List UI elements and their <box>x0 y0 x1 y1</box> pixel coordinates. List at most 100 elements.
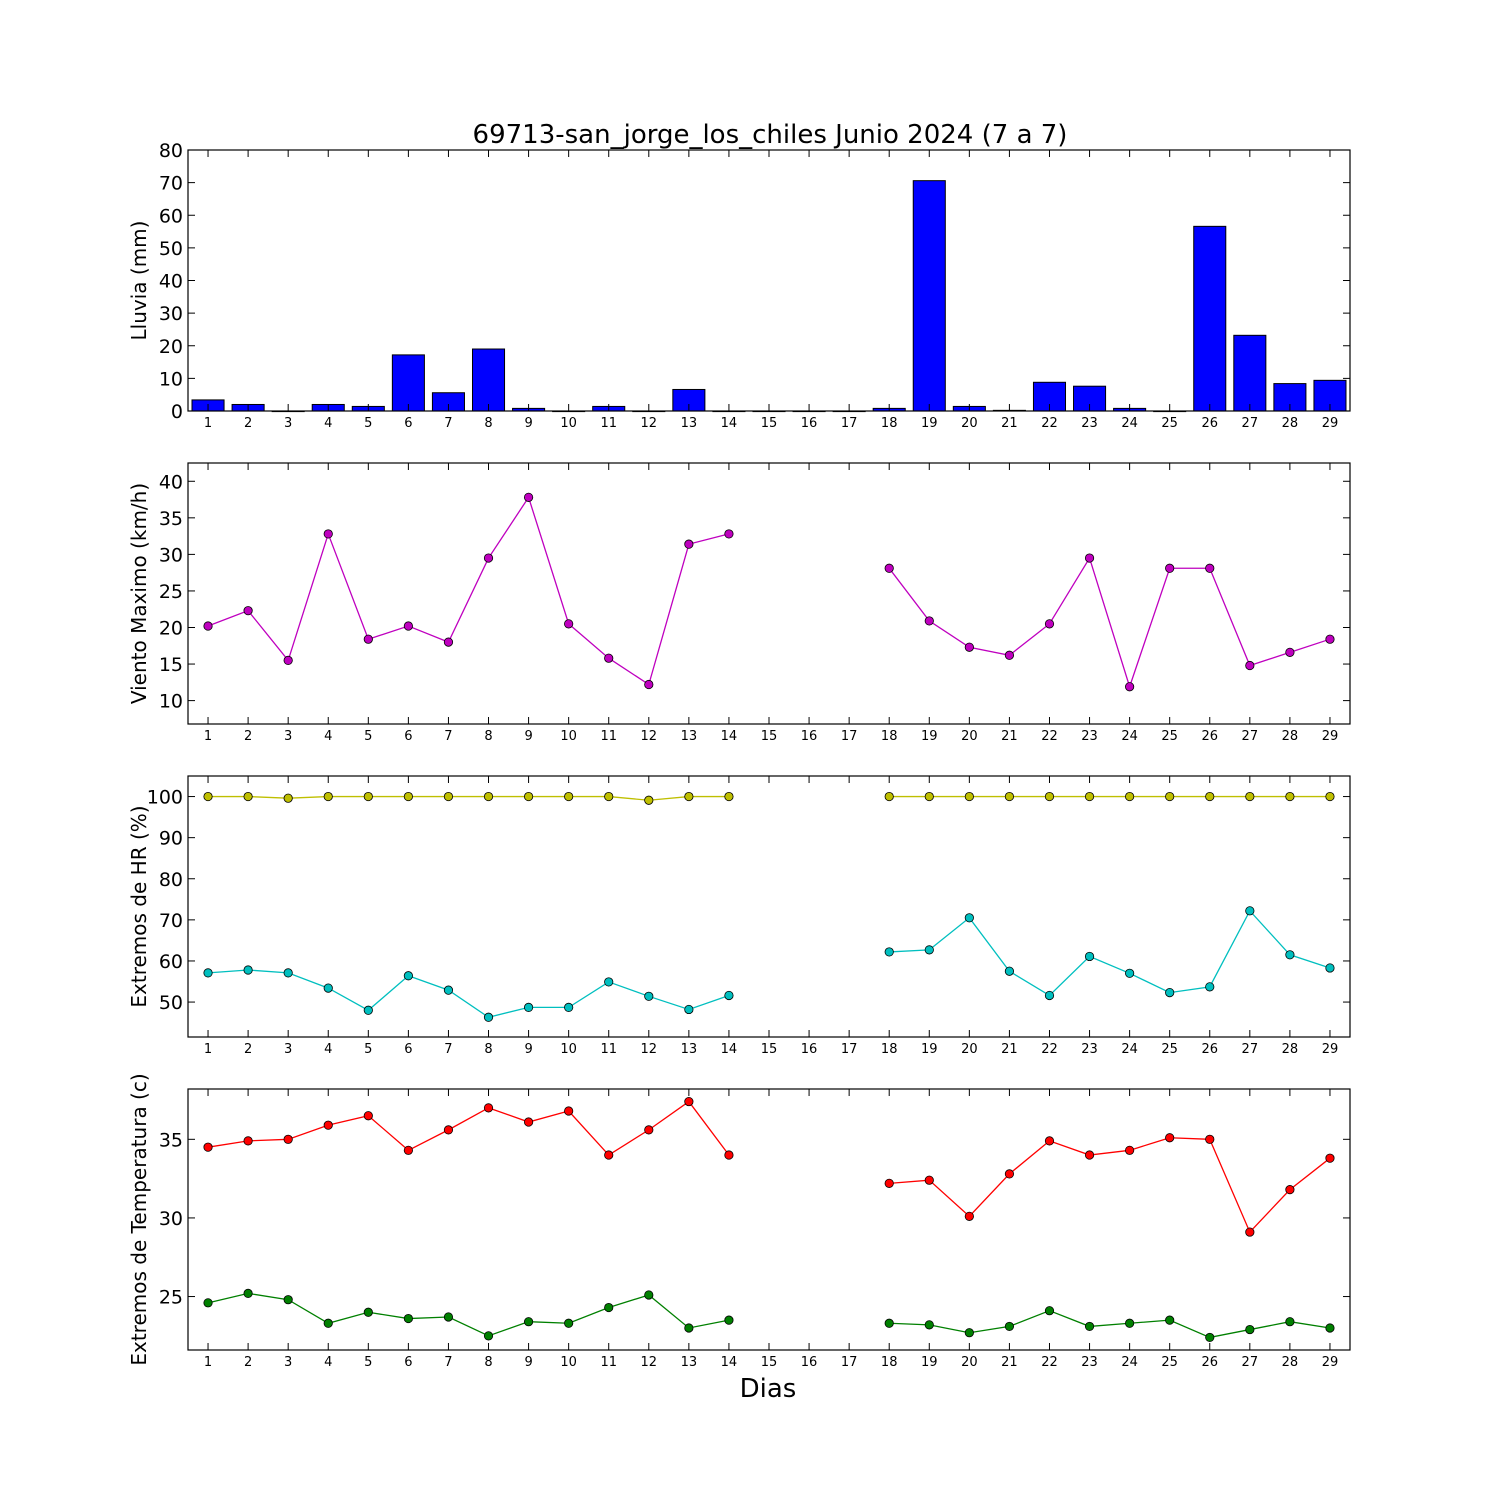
y-tick-label: 100 <box>147 787 183 809</box>
x-tick-label: 1 <box>204 416 212 431</box>
series-1-point-day-4 <box>323 791 333 802</box>
x-tick-label: 2 <box>244 416 252 431</box>
bar-day-6 <box>391 354 425 412</box>
series-2-line-segment-1 <box>207 1292 730 1337</box>
x-tick-label: 22 <box>1041 416 1058 431</box>
series-1-point-day-27 <box>1245 1227 1255 1237</box>
x-tick-label: 16 <box>801 1042 818 1057</box>
series-2-point-day-14 <box>724 990 734 1001</box>
series-1-point-day-6 <box>403 621 413 631</box>
series-2-point-day-4 <box>323 1318 333 1328</box>
series-1-point-day-19 <box>924 791 934 802</box>
x-tick-label: 29 <box>1322 729 1339 744</box>
series-1-point-day-28 <box>1285 1185 1295 1195</box>
series-1-point-day-22 <box>1044 791 1055 802</box>
chart-title: 69713-san_jorge_los_chiles Junio 2024 (7… <box>473 120 1068 150</box>
x-tick-label: 15 <box>761 1042 778 1057</box>
x-tick-label: 19 <box>921 1042 938 1057</box>
series-2-point-day-18 <box>884 1318 894 1328</box>
x-tick-label: 4 <box>324 1042 332 1057</box>
x-tick-label: 5 <box>364 729 372 744</box>
x-tick-label: 11 <box>600 416 617 431</box>
series-1-point-day-19 <box>924 616 934 626</box>
x-tick-label: 9 <box>524 1042 532 1057</box>
series-2-point-day-9 <box>523 1002 534 1013</box>
series-1-point-day-10 <box>564 619 574 629</box>
series-2-point-day-18 <box>884 947 894 957</box>
x-tick-label: 3 <box>284 1355 292 1370</box>
x-tick-label: 25 <box>1161 416 1178 431</box>
y-axis-label: Viento Maximo (km/h) <box>127 483 151 704</box>
series-1-point-day-22 <box>1044 619 1055 629</box>
x-tick-label: 6 <box>404 416 412 431</box>
series-1-point-day-11 <box>604 653 614 663</box>
series-1-point-day-2 <box>243 606 253 616</box>
x-tick-label: 29 <box>1322 1042 1339 1057</box>
x-tick-label: 26 <box>1201 1042 1218 1057</box>
x-tick-label: 26 <box>1201 729 1218 744</box>
y-tick-label: 15 <box>159 654 183 676</box>
series-1-point-day-18 <box>884 791 894 802</box>
x-tick-label: 23 <box>1081 1042 1098 1057</box>
series-2-point-day-2 <box>243 1288 253 1298</box>
x-tick-label: 22 <box>1041 729 1058 744</box>
series-1-point-day-1 <box>203 621 213 631</box>
series-2-point-day-13 <box>684 1004 694 1015</box>
x-tick-label: 8 <box>484 1042 492 1057</box>
series-1-point-day-11 <box>604 791 614 802</box>
x-tick-label: 6 <box>404 1042 412 1057</box>
x-tick-label: 18 <box>881 729 898 744</box>
x-tick-label: 11 <box>600 729 617 744</box>
x-tick-label: 12 <box>641 729 658 744</box>
series-1-point-day-4 <box>323 529 333 539</box>
series-1-point-day-28 <box>1285 647 1295 657</box>
series-2-point-day-24 <box>1125 1318 1135 1328</box>
series-1-point-day-23 <box>1084 1150 1095 1160</box>
series-1-point-day-23 <box>1084 791 1095 802</box>
series-2-point-day-3 <box>283 1295 293 1305</box>
y-tick-label: 60 <box>159 951 183 973</box>
x-tick-label: 14 <box>721 1042 738 1057</box>
x-tick-label: 8 <box>484 416 492 431</box>
y-tick-label: 50 <box>159 992 183 1014</box>
x-tick-label: 7 <box>444 1042 452 1057</box>
series-1-point-day-4 <box>323 1120 333 1130</box>
bar-day-8 <box>471 348 506 412</box>
x-tick-label: 26 <box>1201 1355 1218 1370</box>
series-1-point-day-28 <box>1285 791 1295 802</box>
x-tick-label: 21 <box>1001 729 1018 744</box>
x-tick-label: 13 <box>681 1042 698 1057</box>
x-tick-label: 5 <box>364 1355 372 1370</box>
series-1-point-day-6 <box>403 1145 413 1155</box>
x-tick-label: 15 <box>761 416 778 431</box>
x-tick-label: 5 <box>364 1042 372 1057</box>
series-2-point-day-5 <box>363 1307 373 1317</box>
y-tick-label: 70 <box>159 910 183 932</box>
y-tick-label: 40 <box>159 471 183 493</box>
series-2-point-day-10 <box>564 1002 574 1013</box>
series-1-point-day-9 <box>523 492 534 502</box>
series-2-point-day-4 <box>323 983 333 993</box>
series-1-point-day-20 <box>964 642 974 652</box>
series-2-point-day-7 <box>443 985 454 995</box>
x-tick-label: 21 <box>1001 1042 1018 1057</box>
series-1-point-day-18 <box>884 563 894 573</box>
series-1-point-day-26 <box>1205 1134 1215 1144</box>
x-tick-label: 4 <box>324 416 332 431</box>
x-tick-label: 5 <box>364 416 372 431</box>
x-tick-label: 17 <box>841 1042 858 1057</box>
y-tick-label: 30 <box>159 544 183 566</box>
x-tick-label: 28 <box>1282 1355 1299 1370</box>
x-tick-label: 2 <box>244 1355 252 1370</box>
x-tick-label: 22 <box>1041 1042 1058 1057</box>
series-1-point-day-11 <box>604 1150 614 1160</box>
x-tick-label: 10 <box>560 729 577 744</box>
series-1-point-day-7 <box>443 1125 454 1135</box>
series-1-point-day-8 <box>483 553 494 563</box>
series-2-point-day-27 <box>1245 906 1255 916</box>
x-tick-label: 19 <box>921 1355 938 1370</box>
series-2-line-segment-2 <box>889 1309 1331 1339</box>
bar-day-26 <box>1193 225 1227 412</box>
series-2-point-day-26 <box>1205 1332 1215 1343</box>
